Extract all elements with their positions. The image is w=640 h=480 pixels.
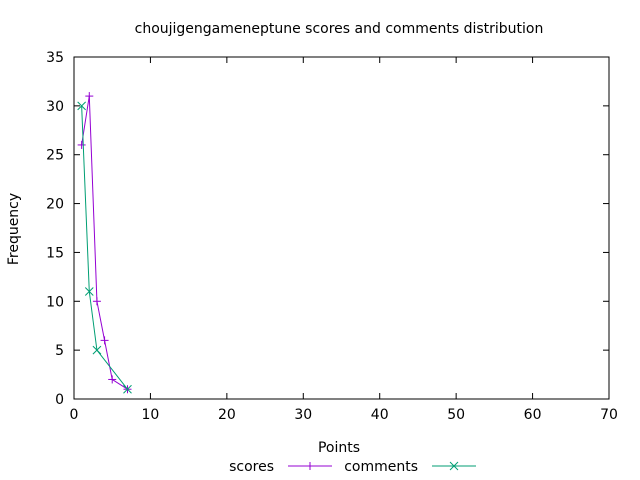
data-point bbox=[77, 140, 86, 149]
x-axis-ticks: 0 10 20 30 40 50 60 70 bbox=[70, 57, 618, 423]
data-point bbox=[77, 101, 86, 111]
y-tick-label: 5 bbox=[55, 343, 64, 359]
data-point bbox=[449, 461, 459, 471]
x-tick-label: 0 bbox=[70, 407, 79, 423]
x-tick-label: 20 bbox=[218, 407, 236, 423]
x-tick-label: 40 bbox=[371, 407, 389, 423]
series-line bbox=[81, 96, 128, 390]
y-axis-ticks: 0 5 10 15 20 25 30 35 bbox=[46, 50, 609, 408]
legend: scores comments bbox=[229, 459, 476, 475]
plot-frame bbox=[73, 56, 610, 400]
series-scores bbox=[77, 92, 132, 394]
series-line bbox=[81, 105, 128, 390]
x-tick-label: 30 bbox=[294, 407, 312, 423]
x-tick-label: 60 bbox=[524, 407, 542, 423]
y-tick-label: 30 bbox=[46, 99, 64, 115]
data-point bbox=[92, 345, 102, 355]
y-tick-label: 25 bbox=[46, 148, 64, 164]
legend-item-comments: comments bbox=[344, 459, 476, 475]
legend-label: comments bbox=[344, 459, 418, 475]
data-point bbox=[108, 375, 117, 384]
data-point bbox=[84, 287, 94, 296]
chart-title: choujigengameneptune scores and comments… bbox=[135, 21, 544, 37]
x-axis-label: Points bbox=[318, 440, 360, 456]
series-comments bbox=[77, 101, 132, 394]
data-point bbox=[100, 336, 109, 345]
y-tick-label: 35 bbox=[46, 50, 64, 66]
y-tick-label: 20 bbox=[46, 197, 64, 213]
x-tick-label: 50 bbox=[447, 407, 465, 423]
y-axis-label: Frequency bbox=[6, 193, 22, 265]
x-tick-label: 10 bbox=[142, 407, 160, 423]
data-point bbox=[92, 297, 101, 306]
legend-label: scores bbox=[229, 459, 274, 475]
y-tick-label: 15 bbox=[46, 245, 64, 261]
data-point bbox=[85, 92, 94, 101]
series-layer bbox=[77, 92, 132, 394]
legend-item-scores: scores bbox=[229, 459, 332, 475]
data-point bbox=[123, 384, 132, 394]
y-tick-label: 10 bbox=[46, 294, 64, 310]
y-tick-label: 0 bbox=[55, 392, 64, 408]
data-point bbox=[306, 462, 314, 470]
x-tick-label: 70 bbox=[600, 407, 618, 423]
